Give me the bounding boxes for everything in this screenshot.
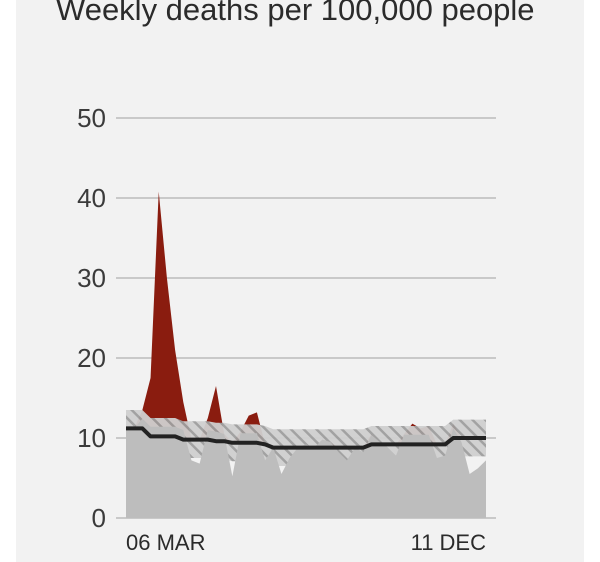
axis-labels: 0 10 20 30 40 50 06 MAR 11 DEC <box>77 103 486 555</box>
actual-area <box>126 418 486 518</box>
y-tick-label-10: 10 <box>77 423 106 453</box>
y-tick-label-20: 20 <box>77 343 106 373</box>
y-tick-label-50: 50 <box>77 103 106 133</box>
excess-area <box>126 191 486 448</box>
x-tick-label-start: 06 MAR <box>126 530 205 555</box>
excess-deaths-area <box>126 191 486 448</box>
y-tick-label-30: 30 <box>77 263 106 293</box>
expected-line <box>126 426 486 450</box>
actual-deaths-area <box>126 418 486 518</box>
chart-title: Weekly deaths per 100,000 people <box>56 0 535 27</box>
x-tick-label-end: 11 DEC <box>411 530 487 555</box>
y-tick-label-40: 40 <box>77 183 106 213</box>
expected-deaths-line <box>126 426 486 450</box>
y-tick-label-0: 0 <box>92 503 106 533</box>
